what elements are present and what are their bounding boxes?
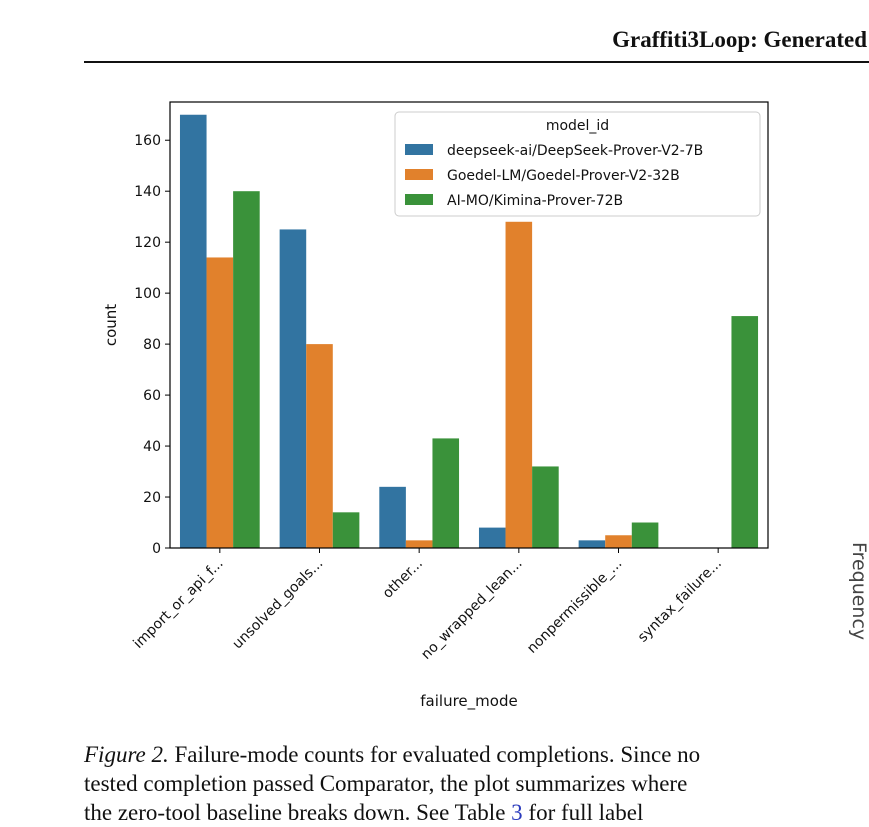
x-tick-label: syntax_failure...: [635, 556, 725, 646]
y-axis-label: count: [102, 304, 120, 346]
bar-3-4: [532, 466, 559, 548]
x-axis: import_or_api_f... unsolved_goals... other…: [130, 548, 725, 663]
x-tick-label: unsolved_goals...: [230, 556, 327, 653]
bar-1-2: [279, 229, 307, 548]
legend-title: model_id: [546, 118, 609, 134]
header-rule: [84, 61, 869, 63]
bar-2-5: [605, 535, 632, 548]
y-tick-label: 160: [134, 133, 161, 149]
bar-1-4: [478, 527, 506, 548]
bars-layer: [179, 114, 759, 549]
bar-2-3: [405, 540, 433, 548]
bar-2-1: [206, 257, 234, 548]
bar-3-2: [332, 512, 360, 548]
bar-2-2: [306, 344, 333, 548]
caption-line-2: tested completion passed Comparator, the…: [84, 771, 688, 796]
legend-entry-label: AI-MO/Kimina-Prover-72B: [447, 193, 623, 209]
y-tick-label: 40: [143, 439, 161, 455]
y-tick-label: 100: [134, 286, 161, 302]
plot-frame: [169, 101, 769, 549]
y-tick-label: 80: [143, 337, 161, 353]
y-tick-label: 120: [134, 235, 161, 251]
legend-entry-label: Goedel-LM/Goedel-Prover-V2-32B: [447, 168, 680, 184]
bar-3-3: [432, 438, 460, 548]
bar-2-4: [505, 221, 533, 548]
legend-box: [394, 111, 761, 217]
y-tick-label: 0: [152, 541, 161, 557]
x-axis-label: failure_mode: [420, 692, 517, 711]
bar-1-5: [578, 540, 606, 548]
y-axis: 0 20 40 60 80 100 120 140 160: [134, 133, 170, 557]
caption-line-3-pre: the zero-tool baseline breaks down. See …: [84, 800, 506, 825]
legend-swatch: [405, 194, 433, 205]
running-header-text: Graffiti3Loop: Generated: [612, 27, 867, 52]
y-tick-label: 140: [134, 184, 161, 200]
bar-3-1: [233, 191, 260, 548]
legend-swatch: [405, 144, 433, 155]
failure-mode-chart: 0 20 40 60 80 100 120 140 160 import_or_api_f...…: [102, 101, 769, 711]
running-header-title: Graffiti3Loop: Generated: [612, 27, 867, 53]
caption-figure-label: Figure 2.: [84, 742, 169, 767]
legend-entry-label: deepseek-ai/DeepSeek-Prover-V2-7B: [447, 143, 703, 159]
x-tick-label: nonpermissible_...: [524, 556, 625, 657]
legend-swatch: [405, 169, 433, 180]
x-tick-label: import_or_api_f...: [130, 556, 226, 652]
y-tick-label: 60: [143, 388, 161, 404]
caption-line-1: Failure-mode counts for evaluated comple…: [174, 742, 701, 767]
legend: model_id deepseek-ai/DeepSeek-Prover-V2-7…: [394, 111, 761, 217]
bar-1-1: [179, 114, 207, 549]
bar-1-3: [379, 486, 406, 548]
caption-table-ref[interactable]: 3: [511, 800, 523, 825]
bar-3-5: [631, 522, 659, 548]
y-tick-label: 20: [143, 490, 161, 506]
side-axis-label-fragment: Frequency: [848, 542, 869, 641]
caption-line-3-post: for full label: [528, 800, 644, 825]
bar-3-6: [731, 316, 759, 548]
x-tick-label: other...: [380, 556, 426, 602]
x-tick-label: no_wrapped_lean...: [418, 556, 525, 663]
figure-caption: Figure 2. Failure-mode counts for evalua…: [84, 740, 804, 827]
